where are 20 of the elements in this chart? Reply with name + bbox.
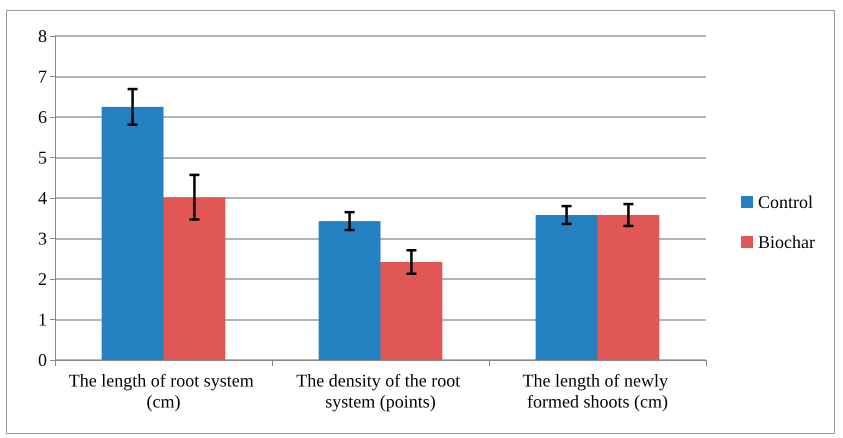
- y-tick-label: 8: [38, 26, 47, 46]
- bar: [318, 221, 380, 360]
- bar: [102, 106, 164, 360]
- y-tick-label: 0: [38, 350, 47, 370]
- bar: [164, 197, 226, 360]
- legend-label: Biochar: [758, 232, 816, 252]
- x-tick-label: The density of the root system (points): [296, 370, 465, 412]
- y-tick-label: 4: [38, 188, 47, 208]
- y-tick-label: 6: [38, 107, 47, 127]
- y-tick-label: 1: [38, 310, 47, 330]
- x-tick-label: The length of newly formed shoots (cm): [522, 370, 672, 412]
- y-tick-label: 5: [38, 148, 47, 168]
- bar: [536, 215, 598, 360]
- x-tick-label: The length of root system (cm): [68, 370, 258, 412]
- bar: [598, 215, 660, 360]
- y-tick-label: 3: [38, 228, 47, 248]
- bar: [380, 262, 442, 360]
- legend-label: Control: [758, 192, 814, 212]
- y-tick-label: 7: [38, 66, 47, 86]
- y-tick-label: 2: [38, 269, 47, 289]
